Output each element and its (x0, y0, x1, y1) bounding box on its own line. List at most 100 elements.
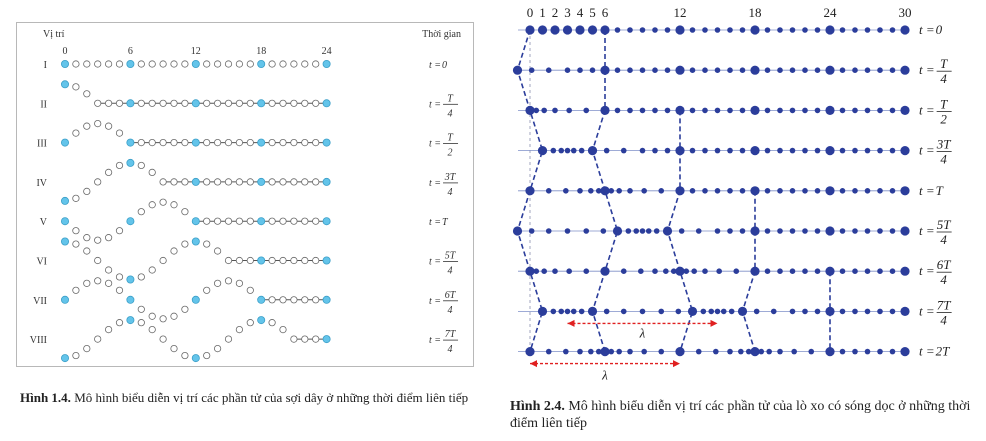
string-particle (290, 217, 298, 225)
spring-particle (652, 27, 658, 33)
string-particle (181, 208, 189, 216)
spring-particle (852, 67, 858, 73)
string-particle (105, 234, 113, 242)
spring-particle (877, 268, 883, 275)
spring-particle (714, 228, 721, 234)
marked-spring-particle (662, 226, 673, 236)
spring-particle (558, 308, 565, 315)
spring-particle (877, 67, 883, 73)
marked-spring-particle (750, 146, 760, 156)
spring-particle (739, 228, 746, 234)
spring-particle (739, 188, 746, 194)
string-particle (214, 60, 222, 68)
string-particle (268, 217, 276, 225)
marked-spring-particle (675, 105, 685, 115)
time-fraction-denominator: 4 (448, 344, 453, 355)
position-label: 12 (674, 5, 687, 20)
string-particle (203, 217, 211, 225)
marked-spring-particle (575, 25, 585, 35)
spring-particle (714, 27, 721, 33)
string-particle (235, 178, 243, 186)
figure-1-caption-text: Mô hình biểu diễn vị trí các phần tử của… (70, 390, 469, 405)
marked-spring-particle (750, 105, 760, 115)
time-label-prefix: t = (919, 183, 935, 198)
marked-spring-particle (900, 266, 910, 276)
spring-particle (614, 27, 621, 33)
string-particle (105, 266, 113, 274)
string-particle (279, 296, 287, 304)
spring-particle (864, 268, 871, 275)
spring-particle (764, 228, 771, 234)
position-label: 5 (589, 5, 596, 20)
string-particle (115, 273, 124, 281)
spring-particle (583, 107, 590, 114)
marked-spring-particle (675, 65, 685, 75)
string-particle (159, 198, 167, 206)
spring-particle (595, 188, 602, 194)
string-particle (301, 60, 309, 68)
spring-particle (791, 348, 797, 355)
string-particle (105, 279, 113, 287)
spring-particle (877, 147, 883, 154)
spring-particle (645, 228, 652, 234)
spring-particle (877, 107, 883, 114)
spring-particle (616, 348, 622, 355)
spring-particle (808, 348, 815, 355)
string-particle (224, 60, 233, 68)
spring-particle (691, 268, 697, 275)
spring-particle (764, 268, 771, 275)
marked-spring-particle (737, 306, 748, 316)
string-particle (94, 178, 102, 186)
marked-string-particle (322, 217, 331, 226)
time-fraction-denominator: 4 (448, 187, 453, 198)
spring-particle (802, 188, 808, 194)
position-label: 6 (602, 5, 609, 20)
time-fraction-numerator: T (940, 96, 948, 111)
spring-particle (588, 188, 594, 194)
time-label-prefix: t = (429, 335, 441, 346)
string-particle (83, 90, 91, 98)
marked-spring-particle (600, 266, 610, 276)
spring-particle (625, 228, 632, 234)
spring-particle (852, 107, 858, 114)
spring-particle (713, 348, 719, 355)
string-particle (181, 351, 189, 360)
spring-particle (563, 348, 569, 355)
spring-particle (608, 348, 615, 355)
spring-particle (864, 188, 871, 194)
spring-particle (614, 107, 621, 114)
string-particle (148, 99, 156, 107)
string-particle (203, 60, 211, 68)
spring-particle (839, 188, 846, 194)
string-particle (246, 217, 254, 225)
marked-spring-particle (525, 347, 535, 357)
spring-particle (589, 67, 596, 73)
string-particle (137, 139, 145, 147)
string-particle (105, 99, 113, 107)
spring-particle (852, 147, 858, 154)
string-particle (246, 178, 254, 186)
spring-particle (545, 67, 552, 73)
position-label: 3 (564, 5, 571, 20)
marked-spring-particle (675, 25, 685, 35)
string-particle (137, 60, 145, 68)
spring-particle (839, 147, 846, 154)
string-particle (181, 305, 189, 313)
marked-spring-particle (825, 25, 835, 35)
spring-particle (683, 268, 690, 275)
string-particle (235, 99, 243, 107)
spring-particle (550, 147, 557, 154)
spring-particle (528, 228, 535, 234)
spring-particle (802, 27, 808, 33)
time-fraction-numerator: 6T (937, 257, 952, 272)
string-particle (312, 335, 320, 343)
spring-particle (727, 348, 733, 355)
marked-spring-particle (825, 226, 835, 236)
spring-particle (877, 308, 883, 315)
spring-particle (639, 67, 646, 73)
spring-particle (578, 308, 585, 315)
spring-particle (550, 308, 557, 315)
spring-particle (702, 27, 708, 33)
spring-particle (627, 348, 633, 355)
